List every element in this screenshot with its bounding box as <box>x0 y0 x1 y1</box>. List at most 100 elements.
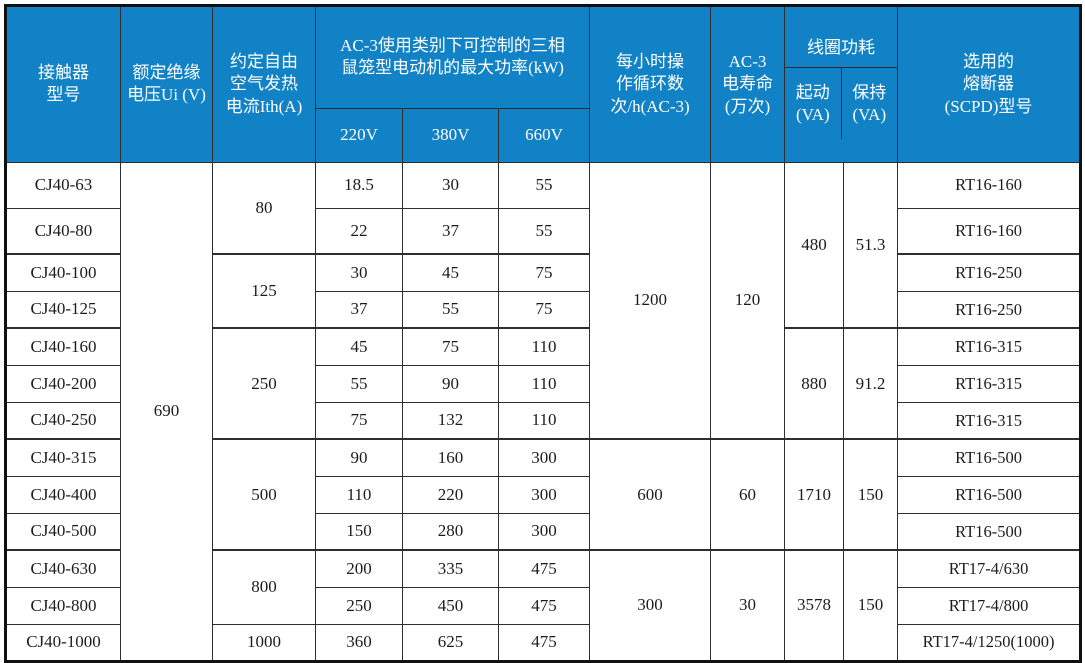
header-row-1: 接触器 型号 额定绝缘 电压Ui (V) 约定自由 空气发热 电流Ith(A) … <box>5 5 1082 163</box>
header-coil-power-group: 线圈功耗 起动 (VA) 保持 (VA) <box>784 5 899 163</box>
header-model: 接触器 型号 <box>5 5 121 163</box>
header-rated-insulation-voltage: 额定绝缘 电压Ui (V) <box>120 5 213 163</box>
cell-model: CJ40-1000 <box>5 623 121 662</box>
header-coil-start: 起动 (VA) <box>795 82 830 124</box>
cell-kw-380: 132 <box>402 401 499 440</box>
header-660v: 660V <box>497 107 591 163</box>
cell-cycles: 1200 <box>589 161 712 440</box>
cell-life: 120 <box>710 161 786 440</box>
cell-model: CJ40-250 <box>5 401 121 440</box>
table-row: CJ40-800 250 450 475 RT17-4/800 <box>5 586 1082 625</box>
header-thermal-current: 约定自由 空气发热 电流Ith(A) <box>212 5 316 163</box>
coil-power-subheaders: 起动 (VA) 保持 (VA) <box>786 68 897 140</box>
coil-power-wrap: 线圈功耗 起动 (VA) 保持 (VA) <box>785 29 897 140</box>
cell-kw-220: 55 <box>315 364 403 403</box>
cell-coil-hold: 150 <box>843 549 899 662</box>
cell-kw-660: 110 <box>497 364 591 403</box>
cell-model: CJ40-63 <box>5 161 121 209</box>
cell-fuse: RT16-250 <box>897 290 1082 329</box>
cell-kw-220: 150 <box>315 512 403 551</box>
cell-fuse: RT16-250 <box>897 253 1082 292</box>
cell-fuse: RT16-160 <box>897 207 1082 255</box>
cell-fuse: RT16-500 <box>897 438 1082 477</box>
cell-ith: 125 <box>212 253 316 329</box>
cell-kw-220: 22 <box>315 207 403 255</box>
cell-kw-380: 45 <box>402 253 499 292</box>
cell-kw-660: 475 <box>497 586 591 625</box>
cell-kw-220: 360 <box>315 623 403 662</box>
cell-coil-start: 880 <box>784 327 845 440</box>
table-row: CJ40-400 110 220 300 RT16-500 <box>5 475 1082 514</box>
cell-kw-220: 18.5 <box>315 161 403 209</box>
table-row: CJ40-63 690 80 18.5 30 55 1200 120 480 5… <box>5 161 1082 662</box>
cell-kw-660: 75 <box>497 290 591 329</box>
cell-fuse: RT16-160 <box>897 161 1082 209</box>
cell-ith: 800 <box>212 549 316 625</box>
cell-model: CJ40-400 <box>5 475 121 514</box>
cell-ith: 500 <box>212 438 316 551</box>
page: 接触器 型号 额定绝缘 电压Ui (V) 约定自由 空气发热 电流Ith(A) … <box>4 4 1083 663</box>
cell-kw-380: 30 <box>402 161 499 209</box>
cell-cycles: 600 <box>589 438 712 551</box>
cell-kw-380: 280 <box>402 512 499 551</box>
cell-kw-380: 75 <box>402 327 499 366</box>
contactor-spec-table: 接触器 型号 额定绝缘 电压Ui (V) 约定自由 空气发热 电流Ith(A) … <box>4 4 1083 663</box>
table-row: CJ40-125 37 55 75 RT16-250 <box>5 290 1082 329</box>
cell-life: 30 <box>710 549 786 662</box>
cell-fuse: RT16-500 <box>897 475 1082 514</box>
cell-kw-660: 475 <box>497 623 591 662</box>
table-row: CJ40-250 75 132 110 RT16-315 <box>5 401 1082 440</box>
cell-kw-660: 55 <box>497 161 591 209</box>
cell-model: CJ40-100 <box>5 253 121 292</box>
table-row: CJ40-160 250 45 75 110 880 91.2 RT16-315 <box>5 327 1082 440</box>
cell-kw-220: 200 <box>315 549 403 588</box>
cell-kw-220: 30 <box>315 253 403 292</box>
cell-kw-220: 75 <box>315 401 403 440</box>
table-row: CJ40-80 22 37 55 RT16-160 <box>5 207 1082 255</box>
cell-coil-hold: 51.3 <box>843 161 899 329</box>
cell-kw-660: 300 <box>497 512 591 551</box>
cell-coil-start: 1710 <box>784 438 845 551</box>
cell-cycles: 300 <box>589 549 712 662</box>
cell-fuse: RT16-315 <box>897 327 1082 366</box>
cell-coil-start: 480 <box>784 161 845 329</box>
cell-kw-220: 110 <box>315 475 403 514</box>
cell-kw-380: 37 <box>402 207 499 255</box>
header-kw-group: AC-3使用类别下可控制的三相 鼠笼型电动机的最大功率(kW) <box>314 5 591 109</box>
cell-model: CJ40-80 <box>5 207 121 255</box>
header-coil-power-label: 线圈功耗 <box>785 29 897 69</box>
cell-kw-660: 55 <box>497 207 591 255</box>
cell-kw-660: 110 <box>497 327 591 366</box>
cell-model: CJ40-630 <box>5 549 121 588</box>
cell-model: CJ40-500 <box>5 512 121 551</box>
cell-kw-660: 110 <box>497 401 591 440</box>
cell-kw-660: 300 <box>497 438 591 477</box>
cell-kw-380: 335 <box>402 549 499 588</box>
cell-model: CJ40-315 <box>5 438 121 477</box>
cell-coil-hold: 150 <box>843 438 899 551</box>
header-fuse-type: 选用的 熔断器 (SCPD)型号 <box>897 5 1082 163</box>
table-header: 接触器 型号 额定绝缘 电压Ui (V) 约定自由 空气发热 电流Ith(A) … <box>5 5 1082 163</box>
cell-model: CJ40-160 <box>5 327 121 366</box>
cell-fuse: RT17-4/1250(1000) <box>897 623 1082 662</box>
cell-fuse: RT16-315 <box>897 364 1082 403</box>
cell-model: CJ40-200 <box>5 364 121 403</box>
cell-kw-660: 300 <box>497 475 591 514</box>
header-cycles-per-hour: 每小时操 作循环数 次/h(AC-3) <box>589 5 712 163</box>
cell-kw-380: 55 <box>402 290 499 329</box>
header-380v: 380V <box>402 107 499 163</box>
cell-fuse: RT17-4/630 <box>897 549 1082 588</box>
cell-kw-380: 450 <box>402 586 499 625</box>
header-coil-hold: 保持 (VA) <box>840 68 897 140</box>
cell-kw-220: 45 <box>315 327 403 366</box>
cell-ith: 250 <box>212 327 316 440</box>
cell-kw-380: 625 <box>402 623 499 662</box>
cell-kw-220: 37 <box>315 290 403 329</box>
table-row: CJ40-315 500 90 160 300 600 60 1710 150 … <box>5 438 1082 551</box>
cell-model: CJ40-800 <box>5 586 121 625</box>
cell-kw-380: 220 <box>402 475 499 514</box>
cell-fuse: RT17-4/800 <box>897 586 1082 625</box>
cell-model: CJ40-125 <box>5 290 121 329</box>
cell-fuse: RT16-315 <box>897 401 1082 440</box>
cell-coil-start: 3578 <box>784 549 845 662</box>
